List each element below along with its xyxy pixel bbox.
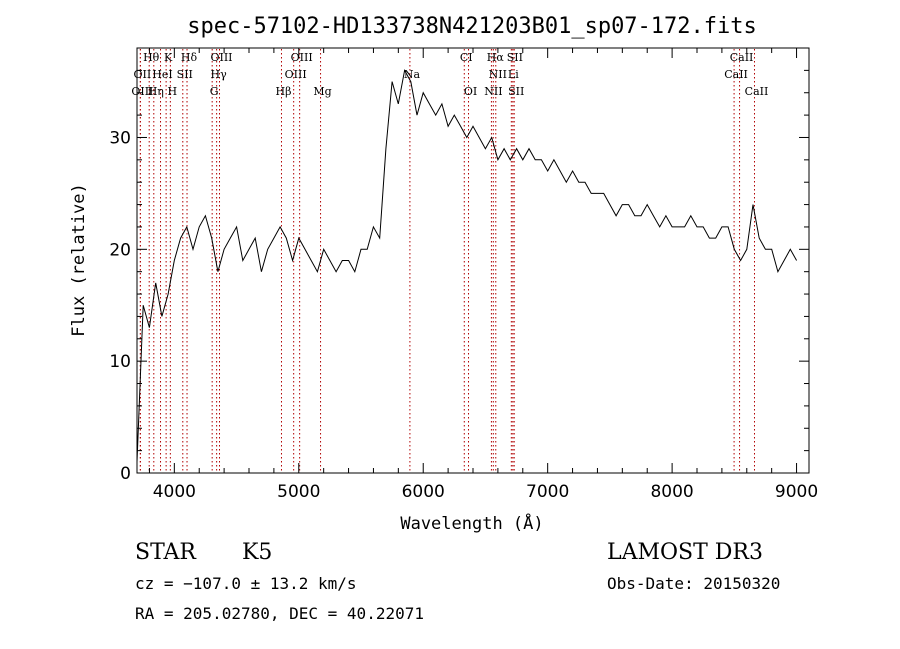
x-tick-label: 8000 [650,482,693,502]
line-label: CaII [724,68,748,81]
obs-date: Obs-Date: 20150320 [607,574,781,593]
line-label: CI [460,51,473,64]
line-label: Na [404,68,421,81]
plot-frame [136,47,810,474]
y-tick-label: 20 [109,240,131,260]
y-tick-label: 0 [120,464,131,484]
coordinates-text: RA = 205.02780, DEC = 40.22071 [135,604,424,623]
line-label: Hα [487,51,505,64]
y-tick-label: 10 [109,352,131,372]
line-label: Hγ [211,68,228,81]
line-label: OIII [131,85,153,98]
line-label: OIII [285,68,307,81]
x-axis-label: Wavelength (Å) [400,512,543,534]
line-label: SII [507,51,523,64]
line-label: NII [484,85,502,98]
chart-title: spec-57102-HD133738N421203B01_sp07-172.f… [187,14,757,39]
line-label: G [210,85,219,98]
line-label: Li [508,68,519,81]
x-tick-label: 7000 [526,482,569,502]
line-marker-layer [139,49,755,472]
object-class: STAR [135,540,196,565]
line-label: OI [464,85,477,98]
line-label: Hβ [276,85,292,98]
line-label: H [168,85,178,98]
line-label: OII [134,68,152,81]
y-axis-label: Flux (relative) [69,183,89,337]
line-label: Hθ [143,51,160,64]
line-label: NII [489,68,507,81]
line-label: SII [177,68,193,81]
x-tick-label: 5000 [277,482,320,502]
line-label: HeI [152,68,172,81]
spectrum-line [136,68,798,462]
line-label: Mg [313,85,331,98]
axis-ticks: 4000 5000 6000 7000 8000 9000 0 10 20 30 [109,48,818,502]
x-tick-label: 9000 [775,482,818,502]
line-label: Hδ [181,51,198,64]
line-label: K [164,51,173,64]
line-label: Hη [148,85,164,98]
x-tick-label: 6000 [402,482,445,502]
line-label: OIII [291,51,313,64]
survey-name: LAMOST DR3 [607,540,763,565]
line-label: CaII [730,51,754,64]
x-tick-label: 4000 [153,482,196,502]
line-label: SII [508,85,524,98]
line-label: OIII [210,51,232,64]
y-tick-label: 30 [109,128,131,148]
redshift-text: cz = −107.0 ± 13.2 km/s [135,574,357,593]
line-label: CaII [745,85,769,98]
subclass: K5 [242,540,273,565]
